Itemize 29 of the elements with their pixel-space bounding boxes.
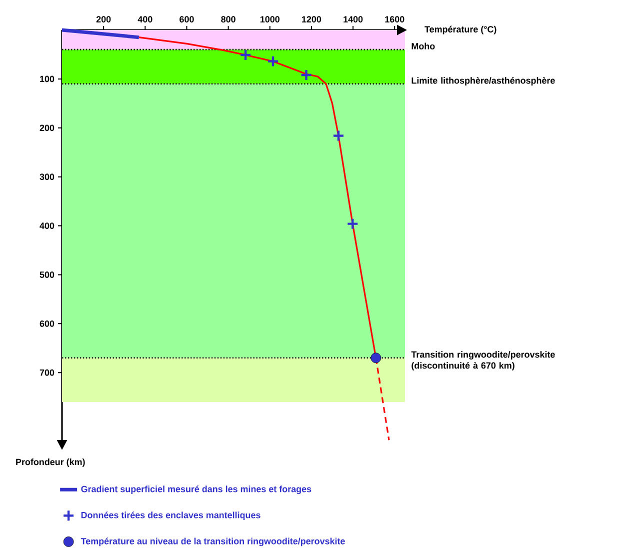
y-tick-label: 500 <box>40 272 54 278</box>
x-tick-label: 1200 <box>302 16 322 22</box>
ref-line-label: Transition ringwoodite/perovskite (discontinuité à 670 km) <box>411 351 555 370</box>
y-tick-label: 100 <box>40 76 54 82</box>
y-tick-label: 600 <box>40 320 54 327</box>
y-tick-label: 400 <box>40 222 54 229</box>
point <box>370 352 382 364</box>
y-tick-label: 700 <box>40 369 54 376</box>
y-tick-label: 200 <box>40 124 54 132</box>
x-axis-title: Température (°C) <box>424 26 496 34</box>
point <box>239 48 252 62</box>
point <box>332 130 345 142</box>
ref-line-label: Limite lithosphère/asthénosphère <box>412 77 555 86</box>
x-tick-label: 600 <box>180 16 194 22</box>
legend-label: Température au niveau de la transition ringwoodite/perovskite <box>80 538 345 546</box>
point <box>346 218 359 230</box>
x-tick-label: 400 <box>138 16 152 22</box>
x-tick-label: 1000 <box>260 16 280 22</box>
x-tick-label: 1400 <box>344 16 363 22</box>
point <box>266 55 280 68</box>
x-tick-label: 200 <box>96 16 111 22</box>
ref-line-label: Moho <box>412 42 435 50</box>
y-tick-label: 300 <box>40 174 54 180</box>
legend-label: Données tirées des enclaves mantelliques <box>81 512 260 520</box>
x-tick-label: 800 <box>221 16 236 22</box>
legend-label: Gradient superficiel mesuré dans les mines et forages <box>81 486 312 494</box>
x-tick-label: 1600 <box>385 16 404 22</box>
y-axis-title: Profondeur (km) <box>16 458 85 467</box>
point <box>300 68 312 82</box>
